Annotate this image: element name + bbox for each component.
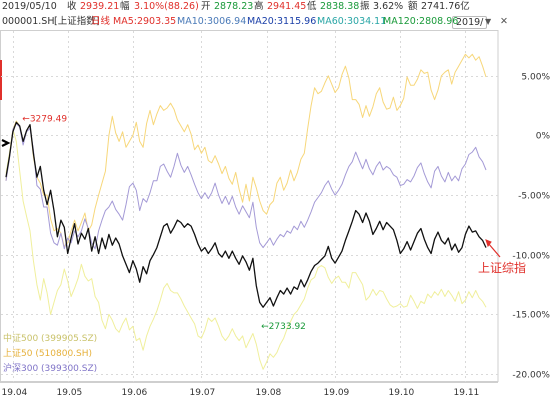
ma60-value: MA60:3034.11 xyxy=(317,16,387,27)
y-tick-label: -10.00% xyxy=(512,252,550,262)
close-label: 收 xyxy=(67,1,77,12)
x-tick-label: 19.06 xyxy=(122,388,148,398)
series-label-shanghai: 上证综指 xyxy=(478,260,526,275)
period-select[interactable]: 2019/ xyxy=(452,16,488,29)
high-value: 2941.45 xyxy=(267,1,307,12)
y-tick-label: 5.00% xyxy=(521,73,550,83)
ma5-value: MA5:2903.35 xyxy=(113,16,177,27)
series-line-hs300 xyxy=(5,123,487,250)
high-label: 高 xyxy=(254,1,264,12)
ma10-value: MA10:3006.94 xyxy=(177,16,247,27)
arrow-head xyxy=(485,239,492,248)
series-line-main xyxy=(5,121,487,308)
x-axis: 19.04 19.05 19.06 19.07 19.08 19.09 19.10 19.11 xyxy=(0,382,498,398)
plot-frame xyxy=(0,30,499,382)
low-label: 低 xyxy=(307,1,317,12)
ma-bar: 000001.SH [上证指数] 日线 MA5:2903.35 MA10:300… xyxy=(0,14,554,29)
amplitude-value: 3.62% xyxy=(373,1,404,12)
x-tick-label: 19.11 xyxy=(454,388,480,398)
legend-item: 中证500 (399905.SZ) xyxy=(3,332,97,344)
x-tick-label: 19.10 xyxy=(389,388,415,398)
series-layer xyxy=(5,53,487,370)
left-marker xyxy=(0,60,2,100)
security-code: 000001.SH xyxy=(2,16,55,27)
y-tick-label: -15.00% xyxy=(512,311,550,321)
close-icon[interactable]: ✕ xyxy=(500,16,508,27)
current-position-marker xyxy=(1,139,11,147)
amount-label: 额 xyxy=(408,1,418,12)
change-value: 3.10%(88.26) xyxy=(134,1,199,12)
x-tick-label: 19.05 xyxy=(57,388,83,398)
low-value: 2838.38 xyxy=(320,1,360,12)
close-value: 2939.21 xyxy=(80,1,120,12)
amplitude-label: 振 xyxy=(360,1,370,12)
y-tick-label: -20.00% xyxy=(512,371,550,381)
quote-date: 2019/05/10 xyxy=(2,1,57,12)
low-annotation: ←2733.92 xyxy=(261,322,306,332)
x-tick-label: 19.08 xyxy=(256,388,282,398)
open-value: 2878.23 xyxy=(214,1,254,12)
arrow-line xyxy=(487,242,501,258)
x-tick-label: 19.07 xyxy=(190,388,216,398)
legend: 中证500 (399905.SZ) 上证50 (510800.SH) 沪深300 (… xyxy=(3,332,97,374)
series-line-zz500 xyxy=(5,128,487,370)
y-tick-label: 0% xyxy=(536,132,551,142)
annotations: ←3279.49 ←2733.92 上证综指 xyxy=(1,114,526,332)
y-axis: 5.00% 0% -5.00% -10.00% -15.00% -20.00% xyxy=(512,73,550,381)
amount-value: 2741.76亿 xyxy=(421,1,470,12)
y-tick-label: -5.00% xyxy=(518,192,550,202)
series-line-sz50 xyxy=(5,53,487,247)
change-label: 幅 xyxy=(120,1,130,12)
legend-item: 上证50 (510800.SH) xyxy=(3,348,92,359)
ma120-value: MA120:2808.96 xyxy=(383,16,459,27)
quote-header: 2019/05/10 收 2939.21 幅 3.10%(88.26) 开 28… xyxy=(0,0,554,13)
legend-item: 沪深300 (399300.SZ) xyxy=(3,362,97,374)
x-tick-label: 19.09 xyxy=(324,388,350,398)
period-label[interactable]: 日线 xyxy=(91,16,111,27)
security-name: [上证指数] xyxy=(54,16,100,27)
open-label: 开 xyxy=(201,1,211,12)
x-tick-label: 19.04 xyxy=(2,388,28,398)
chevron-down-icon[interactable]: ▼ xyxy=(485,17,492,26)
ma20-value: MA20:3115.96 xyxy=(247,16,317,27)
grid xyxy=(0,30,499,382)
high-annotation: ←3279.49 xyxy=(22,114,67,124)
